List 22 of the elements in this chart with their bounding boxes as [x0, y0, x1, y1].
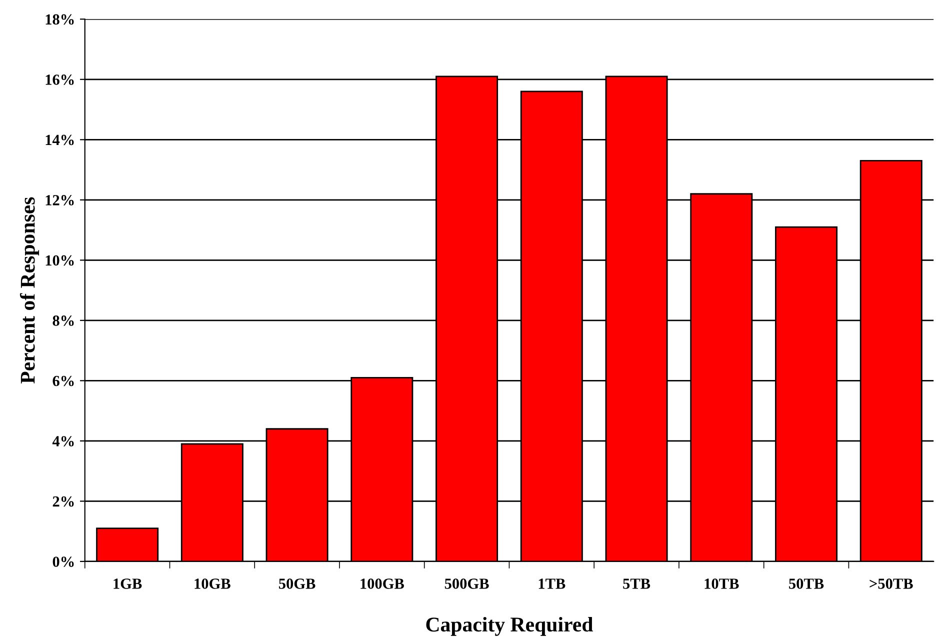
x-axis-title: Capacity Required [426, 616, 594, 636]
x-tick-label: 50TB [789, 578, 824, 589]
y-tick-label: 14% [46, 134, 74, 146]
y-tick-label: 4% [52, 436, 74, 446]
x-tick-label: 10TB [704, 578, 739, 589]
y-tick-label: 2% [52, 496, 74, 507]
y-tick-label: 0% [52, 556, 74, 567]
x-tick-label: 5TB [623, 578, 650, 589]
x-tick-label: 10GB [194, 578, 230, 589]
y-tick-label: 6% [52, 376, 74, 386]
y-axis-title: Percent of Responses [20, 197, 40, 384]
x-tick-label: 50GB [278, 578, 316, 589]
y-tick-label: 18% [46, 14, 74, 25]
x-tick-label: 1TB [538, 578, 566, 589]
y-tick-label: 10% [46, 255, 74, 266]
y-tick-label: 16% [46, 74, 74, 85]
x-tick-label: 100GB [360, 578, 404, 589]
x-tick-label: 1GB [114, 578, 142, 589]
y-tick-label: 12% [46, 195, 74, 206]
x-tick-label: >50TB [870, 578, 913, 589]
x-tick-label: 500GB [444, 578, 489, 589]
y-tick-label: 8% [52, 316, 74, 326]
